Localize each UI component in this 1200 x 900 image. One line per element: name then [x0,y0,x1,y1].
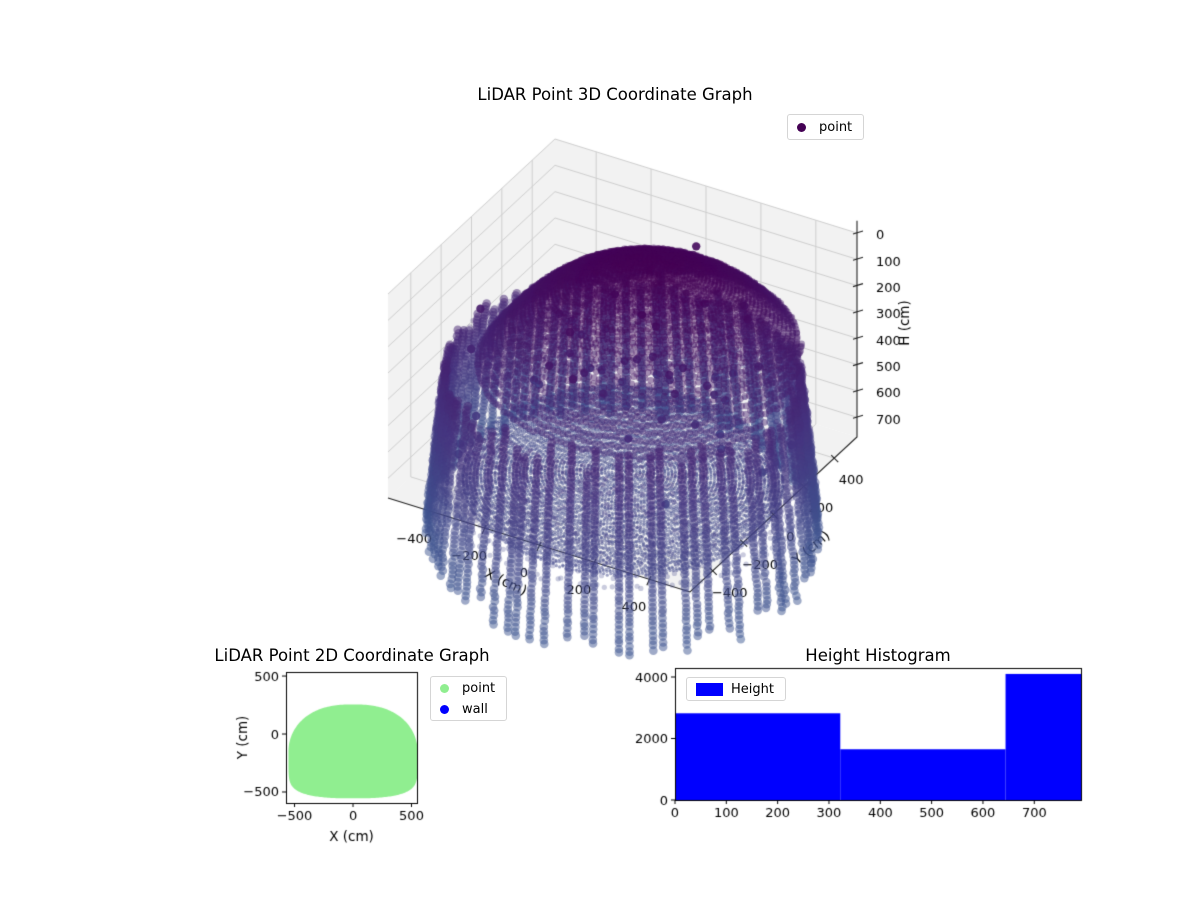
legend-item-height: Height [696,680,774,699]
height-patch-icon [696,682,723,696]
legend-item-point-3d: point [797,118,852,137]
legend-label: point [462,680,496,696]
plot2d-legend: point wall [430,676,508,721]
plot3d-title: LiDAR Point 3D Coordinate Graph [477,85,753,104]
legend-label: wall [462,701,488,717]
histogram-title: Height Histogram [805,646,951,665]
legend-item-point-2d: point [440,679,495,698]
plot2d-title: LiDAR Point 2D Coordinate Graph [214,646,490,665]
point-marker-icon [797,122,806,132]
plot3d-legend: point [787,114,865,140]
legend-item-wall-2d: wall [440,700,495,719]
histogram-legend: Height [686,677,786,701]
legend-label: point [819,119,853,135]
wall-marker-icon [440,704,449,714]
legend-label: Height [731,681,774,697]
point-marker-icon [440,683,449,693]
